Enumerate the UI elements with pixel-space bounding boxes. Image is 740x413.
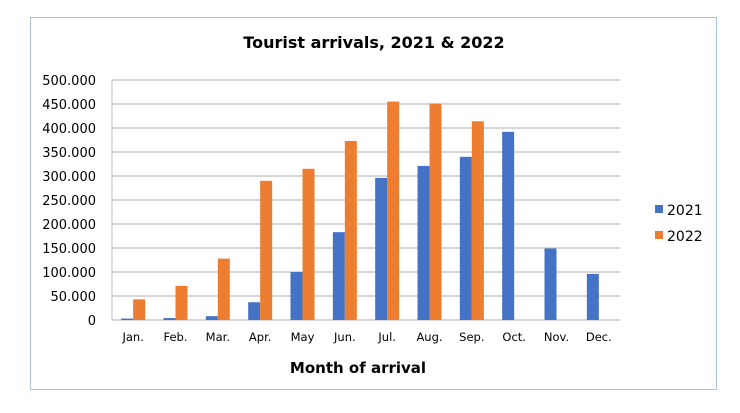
x-axis-label: Month of arrival	[290, 359, 426, 377]
chart-title: Tourist arrivals, 2021 & 2022	[243, 33, 504, 52]
bar-2021-Jun	[332, 232, 345, 320]
x-tick-label: Nov.	[544, 330, 569, 344]
bar-2021-Oct	[502, 131, 515, 320]
y-tick-label: 0	[88, 314, 96, 329]
x-tick-label: Jul.	[377, 330, 396, 344]
bar-2022-Sep	[471, 121, 484, 320]
x-tick-label: Apr.	[249, 330, 272, 344]
x-tick-label: May	[291, 330, 315, 344]
bar-2022-May	[302, 168, 315, 320]
y-tick-label: 250.000	[42, 194, 96, 209]
bar-2021-Mar	[205, 316, 218, 320]
x-tick-label: Mar.	[206, 330, 230, 344]
bar-2022-Jan	[133, 299, 146, 320]
x-tick-label: Jun.	[333, 330, 356, 344]
bar-2021-Dec	[586, 273, 599, 320]
chart-frame	[30, 17, 717, 390]
y-tick-label: 50.000	[51, 290, 97, 305]
bar-2022-Feb	[175, 285, 188, 320]
x-tick-label: Dec.	[586, 330, 612, 344]
legend-swatch-2021	[655, 205, 663, 213]
x-tick-label: Jan.	[121, 330, 143, 344]
bar-2022-Jul	[387, 101, 400, 320]
bar-2021-Jul	[375, 177, 388, 320]
bar-2021-Apr	[248, 302, 261, 320]
x-tick-label: Feb.	[163, 330, 187, 344]
legend-label-2022: 2022	[667, 229, 703, 245]
y-tick-label: 200.000	[42, 218, 96, 233]
x-tick-label: Oct.	[502, 330, 526, 344]
bar-2022-Mar	[217, 258, 230, 320]
bar-2021-Sep	[459, 156, 472, 320]
bar-2022-Jun	[344, 140, 357, 320]
bar-2021-Feb	[163, 318, 176, 320]
bar-2021-Jan	[121, 318, 134, 320]
y-tick-label: 150.000	[42, 242, 96, 257]
x-tick-label: Sep.	[459, 330, 484, 344]
y-tick-label: 450.000	[42, 98, 96, 113]
y-tick-label: 100.000	[42, 266, 96, 281]
bar-2021-Nov	[544, 248, 557, 320]
y-tick-label: 350.000	[42, 146, 96, 161]
bar-2021-May	[290, 272, 303, 320]
bar-2022-Apr	[260, 180, 273, 320]
legend-swatch-2022	[655, 231, 663, 239]
bar-2021-Aug	[417, 165, 430, 320]
legend-label-2021: 2021	[667, 203, 703, 219]
x-tick-label: Aug.	[416, 330, 442, 344]
y-tick-label: 500.000	[42, 74, 96, 89]
y-tick-label: 400.000	[42, 122, 96, 137]
y-tick-label: 300.000	[42, 170, 96, 185]
bar-2022-Aug	[429, 103, 442, 321]
